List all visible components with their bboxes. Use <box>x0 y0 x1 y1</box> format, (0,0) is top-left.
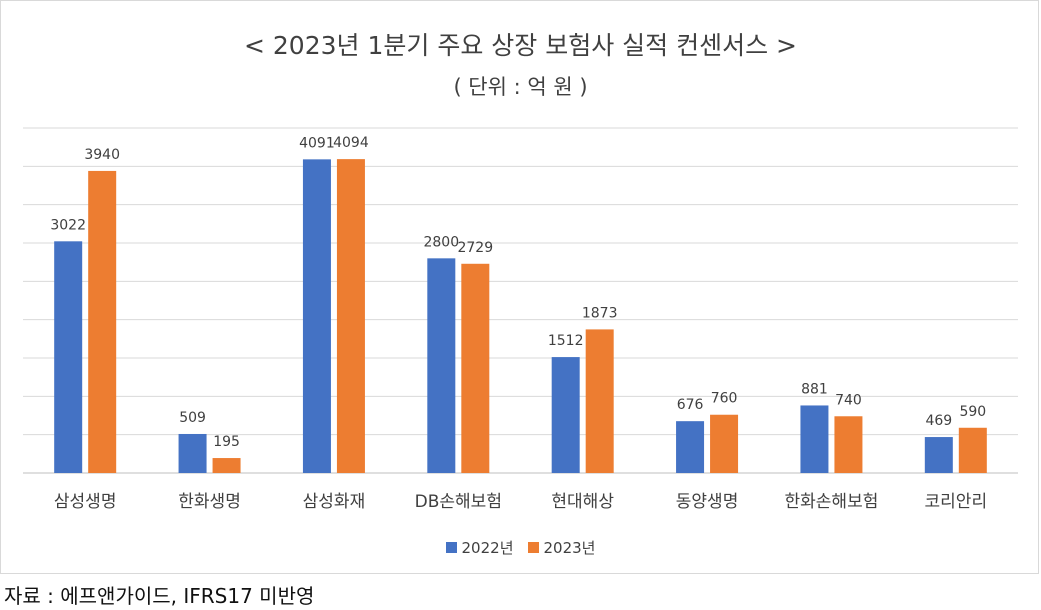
category-label: 한화생명 <box>178 492 241 512</box>
bar-2022년-삼성생명 <box>54 241 83 473</box>
legend-item-2023: 2023년 <box>527 537 596 558</box>
category-label: DB손해보험 <box>415 492 502 512</box>
bar-2023년-한화손해보험 <box>834 416 863 473</box>
data-label: 2800 <box>423 234 459 250</box>
bar-2022년-코리안리 <box>924 437 953 473</box>
legend-label-2022: 2022년 <box>461 539 514 557</box>
category-label: 코리안리 <box>925 492 988 512</box>
legend-swatch-2023 <box>527 542 539 553</box>
data-label: 195 <box>213 434 240 450</box>
bar-2023년-동양생명 <box>710 414 739 473</box>
source-note: 자료 : 에프앤가이드, IFRS17 미반영 <box>4 584 315 608</box>
data-label: 509 <box>179 410 206 426</box>
bar-2023년-삼성생명 <box>88 170 117 473</box>
data-label: 590 <box>959 404 986 420</box>
data-label: 760 <box>711 391 738 407</box>
category-label: 삼성화재 <box>303 492 366 512</box>
legend: 2022년 2023년 <box>0 537 1041 558</box>
bar-2022년-동양생명 <box>676 421 705 473</box>
data-label: 3022 <box>50 217 86 233</box>
data-label: 4091 <box>299 135 335 151</box>
bar-2022년-삼성화재 <box>302 159 331 473</box>
data-label: 469 <box>925 413 952 429</box>
data-label: 4094 <box>333 135 369 151</box>
bar-2023년-삼성화재 <box>336 159 365 474</box>
bar-2023년-한화생명 <box>212 458 241 473</box>
data-label: 740 <box>835 392 862 408</box>
data-label: 881 <box>801 381 828 397</box>
category-labels: 삼성생명 한화생명 삼성화재 DB손해보험 현대해상 동양생명 한화손해보험 코리안리 <box>54 492 987 512</box>
chart-frame <box>0 0 1039 574</box>
legend-item-2022: 2022년 <box>445 537 514 558</box>
gridlines <box>23 127 1018 474</box>
bar-2022년-한화생명 <box>178 433 207 473</box>
data-label: 1512 <box>548 333 584 349</box>
data-label: 2729 <box>457 240 493 256</box>
chart-subtitle: ( 단위 : 억 원 ) <box>453 75 588 99</box>
data-label: 1873 <box>582 305 618 321</box>
legend-label-2023: 2023년 <box>543 539 596 557</box>
bar-2022년-DB손해보험 <box>427 258 456 473</box>
bar-2023년-DB손해보험 <box>461 263 490 473</box>
category-label: 현대해상 <box>551 492 614 512</box>
category-label: 한화손해보험 <box>785 492 879 512</box>
category-label: 삼성생명 <box>54 492 117 512</box>
bar-2023년-현대해상 <box>585 329 614 473</box>
legend-swatch-2022 <box>445 542 457 553</box>
data-label: 676 <box>677 397 704 413</box>
bar-2022년-현대해상 <box>551 357 580 473</box>
bar-2022년-한화손해보험 <box>800 405 829 473</box>
bars <box>54 159 987 474</box>
chart-title: < 2023년 1분기 주요 상장 보험사 실적 컨센서스 > <box>244 31 797 60</box>
category-label: 동양생명 <box>676 492 739 512</box>
bar-2023년-코리안리 <box>958 427 987 473</box>
data-label: 3940 <box>84 147 120 163</box>
